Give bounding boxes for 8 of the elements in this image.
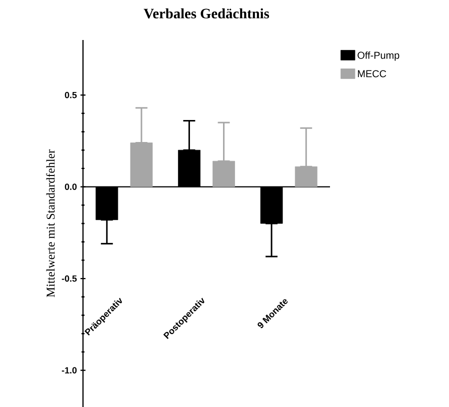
y-tick-label: -1.0: [62, 367, 77, 374]
y-tick-label: 0.5: [64, 92, 77, 98]
y-tick-label: 0.0: [64, 184, 77, 190]
y-tick-label: -0.5: [62, 275, 77, 282]
y-axis-title: Mittelwerte mit Standardfehler: [46, 150, 55, 298]
chart-title: Verbales Gedächtnis: [144, 8, 270, 18]
legend-label: Off-Pump: [358, 52, 400, 61]
legend-label: MECC: [358, 70, 386, 78]
